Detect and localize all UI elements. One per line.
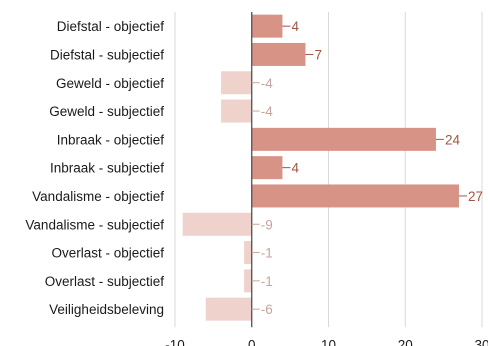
x-tick-label: 0 <box>248 337 256 346</box>
category-label: Inbraak - subjectief <box>50 161 164 176</box>
category-label: Diefstal - objectief <box>57 19 165 34</box>
x-tick-label: 30 <box>474 337 488 346</box>
x-tick-label: 10 <box>321 337 336 346</box>
category-label: Geweld - subjectief <box>49 104 164 119</box>
category-label: Geweld - objectief <box>56 76 164 91</box>
category-label: Overlast - objectief <box>51 246 164 261</box>
value-label: 4 <box>291 161 299 176</box>
bar <box>244 269 252 293</box>
category-label: Overlast - subjectief <box>45 274 165 289</box>
category-label: Vandalisme - objectief <box>32 189 164 204</box>
value-label: -1 <box>261 246 273 261</box>
bars <box>182 14 459 321</box>
bar <box>251 14 283 38</box>
x-tick-label: -10 <box>165 337 185 346</box>
bar <box>221 99 252 123</box>
value-label: 24 <box>445 132 461 147</box>
x-axis-ticks: -10 0 10 20 30 <box>165 337 488 346</box>
value-label: 7 <box>314 47 322 62</box>
category-label: Inbraak - objectief <box>57 132 165 147</box>
value-label: 4 <box>291 19 299 34</box>
value-label: -1 <box>261 274 273 289</box>
bar <box>221 71 252 95</box>
bar <box>251 184 459 208</box>
bar <box>205 297 252 321</box>
x-tick-label: 20 <box>398 337 413 346</box>
grid-lines <box>174 12 483 328</box>
value-label: 27 <box>468 189 483 204</box>
value-label: -4 <box>261 104 273 119</box>
category-label: Veiligheidsbeleving <box>49 302 164 317</box>
value-label: -9 <box>261 217 273 232</box>
bar <box>244 241 252 265</box>
value-label: -6 <box>261 302 273 317</box>
bar <box>251 156 283 180</box>
bar <box>182 212 252 236</box>
value-label: -4 <box>261 76 273 91</box>
bar <box>251 127 436 151</box>
category-label: Vandalisme - subjectief <box>25 217 164 232</box>
category-label: Diefstal - subjectief <box>50 47 164 62</box>
bar <box>251 42 306 66</box>
category-labels: Diefstal - objectief Diefstal - subjectie… <box>25 19 164 317</box>
